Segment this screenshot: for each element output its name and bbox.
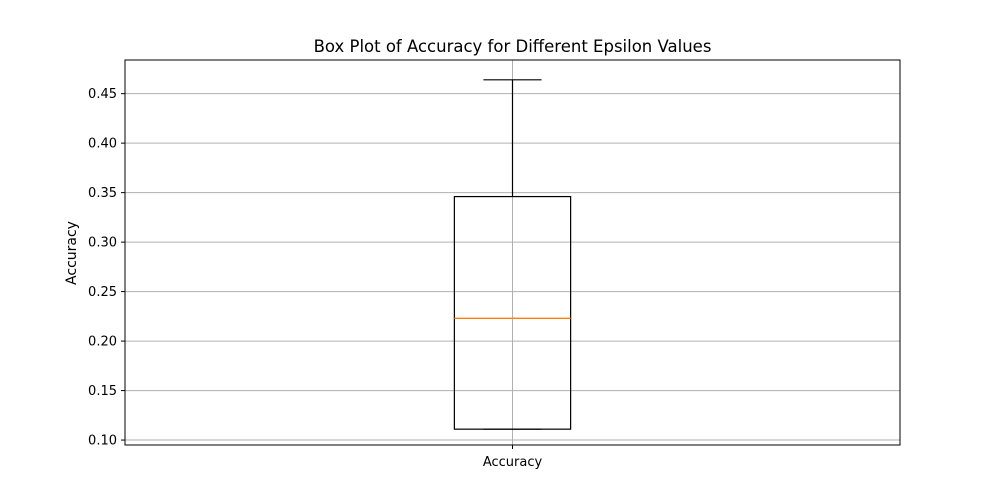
chart-title: Box Plot of Accuracy for Different Epsil… — [314, 37, 712, 56]
y-tick-label: 0.40 — [88, 137, 117, 152]
y-axis-ticks: 0.10 0.15 0.20 0.25 0.30 0.35 0.40 0.45 — [88, 87, 125, 449]
y-tick-label: 0.45 — [88, 87, 117, 102]
y-tick-label: 0.20 — [88, 335, 117, 350]
box-iqr — [453, 195, 572, 430]
y-tick-label: 0.35 — [88, 186, 117, 201]
y-axis-label: Accuracy — [64, 221, 80, 285]
x-axis-ticks: Accuracy — [483, 445, 543, 470]
y-tick-label: 0.25 — [88, 285, 117, 300]
y-tick-label: 0.30 — [88, 236, 117, 251]
x-tick-label: Accuracy — [483, 455, 543, 470]
boxes — [453, 79, 572, 430]
y-tick-label: 0.10 — [88, 434, 117, 449]
y-tick-label: 0.15 — [88, 384, 117, 399]
